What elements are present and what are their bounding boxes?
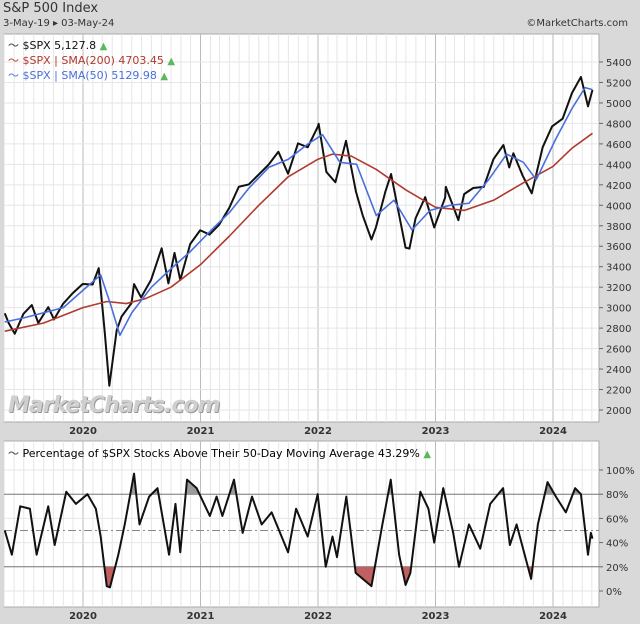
y-tick-label: 60% bbox=[606, 514, 628, 525]
legend-item-sma50: 〜 $SPX | SMA(50) 5129.98 ▲ bbox=[8, 69, 169, 82]
line-style-icon: 〜 bbox=[8, 447, 23, 460]
y-tick-label: 2800 bbox=[606, 324, 631, 335]
line-style-icon: 〜 bbox=[8, 54, 23, 67]
y-tick-label: 3800 bbox=[606, 222, 631, 233]
x-tick-label: 2020 bbox=[69, 426, 97, 437]
y-tick-label: 3600 bbox=[606, 242, 631, 253]
y-tick-label: 3400 bbox=[606, 263, 631, 274]
series-line--spx-sma-50- bbox=[4, 86, 593, 337]
y-tick-label: 4200 bbox=[606, 181, 631, 192]
y-tick-label: 2000 bbox=[606, 406, 631, 417]
y-tick-label: 20% bbox=[606, 563, 628, 574]
x-tick-label: 2021 bbox=[187, 611, 215, 622]
series-group bbox=[4, 472, 594, 589]
y-tick-label: 0% bbox=[606, 587, 622, 598]
plot-area bbox=[3, 33, 600, 423]
y-tick-label: 4600 bbox=[606, 140, 631, 151]
x-tick-label: 2024 bbox=[539, 611, 567, 622]
date-range: 3-May-19 ▸ 03-May-24 bbox=[3, 18, 115, 29]
x-tick-label: 2020 bbox=[69, 611, 97, 622]
series-line-percentage-of-spx-stocks-above-their-50-day-moving-average bbox=[4, 472, 594, 589]
y-tick-label: 4400 bbox=[606, 160, 631, 171]
y-tick-label: 3200 bbox=[606, 283, 631, 294]
up-arrow-icon: ▲ bbox=[167, 56, 176, 67]
credit-text: ©MarketCharts.com bbox=[526, 18, 628, 29]
overbought-area bbox=[65, 473, 581, 495]
x-tick-label: 2023 bbox=[422, 426, 450, 437]
series-line--spx-sma-200- bbox=[4, 132, 593, 332]
series-group bbox=[4, 75, 594, 387]
y-tick-label: 5400 bbox=[606, 58, 631, 69]
y-tick-label: 4800 bbox=[606, 119, 631, 130]
watermark-logo: MarketCharts.com bbox=[8, 393, 220, 418]
legend-item-price: 〜 $SPX 5,127.8 ▲ bbox=[8, 39, 108, 52]
legend-item-sma200: 〜 $SPX | SMA(200) 4703.45 ▲ bbox=[8, 54, 176, 67]
y-tick-label: 3000 bbox=[606, 304, 631, 315]
y-tick-label: 5000 bbox=[606, 99, 631, 110]
y-tick-label: 40% bbox=[606, 539, 628, 550]
x-tick-label: 2022 bbox=[304, 611, 332, 622]
line-style-icon: 〜 bbox=[8, 39, 23, 52]
line-style-icon: 〜 bbox=[8, 69, 23, 82]
x-tick-label: 2022 bbox=[304, 426, 332, 437]
series-line--spx bbox=[4, 75, 594, 387]
up-arrow-icon: ▲ bbox=[423, 449, 432, 460]
x-tick-label: 2024 bbox=[539, 426, 567, 437]
y-tick-label: 4000 bbox=[606, 201, 631, 212]
chart-title: S&P 500 Index bbox=[3, 1, 99, 16]
y-tick-label: 80% bbox=[606, 490, 628, 501]
legend-item-breadth: 〜 Percentage of $SPX Stocks Above Their … bbox=[8, 447, 432, 460]
y-tick-label: 2600 bbox=[606, 345, 631, 356]
x-tick-label: 2021 bbox=[187, 426, 215, 437]
y-tick-label: 5200 bbox=[606, 78, 631, 89]
up-arrow-icon: ▲ bbox=[99, 41, 108, 52]
x-tick-label: 2023 bbox=[422, 611, 450, 622]
y-tick-label: 2400 bbox=[606, 365, 631, 376]
up-arrow-icon: ▲ bbox=[160, 71, 169, 82]
y-tick-label: 2200 bbox=[606, 386, 631, 397]
y-tick-label: 100% bbox=[606, 466, 635, 477]
